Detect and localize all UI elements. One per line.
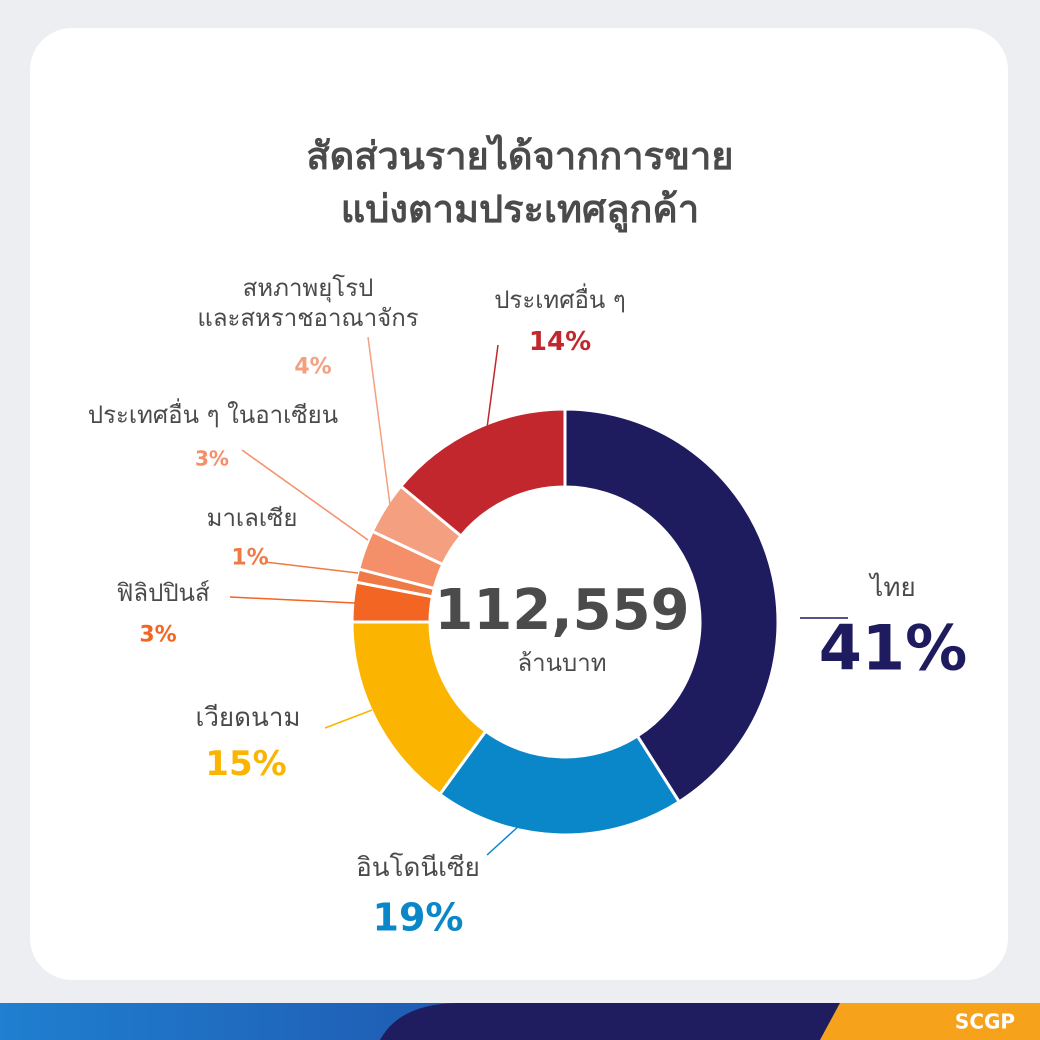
center-unit: ล้านบาท xyxy=(517,649,606,677)
leader-line xyxy=(486,824,521,856)
leader-line xyxy=(229,596,356,604)
slice-name: มาเลเซีย xyxy=(206,504,298,532)
slice-value-label: 41% xyxy=(818,611,968,685)
card xyxy=(30,28,1008,980)
slice-name: ฟิลิปปินส์ xyxy=(116,579,210,607)
leader-line xyxy=(241,449,369,541)
leader-line xyxy=(486,344,499,429)
leader-line xyxy=(264,561,359,574)
slice-name: อินโดนีเซีย xyxy=(356,852,480,883)
footer-shape xyxy=(380,1003,840,1040)
leader-line xyxy=(324,709,373,729)
leader-line xyxy=(367,336,391,506)
slice-name: เวียดนาม xyxy=(195,702,301,733)
slice-value-label: 15% xyxy=(205,743,287,784)
brand-logo: SCGP xyxy=(955,1010,1015,1034)
slice-name: ประเทศอื่น ๆ ในอาเซียน xyxy=(87,401,339,429)
slice-value-label: 3% xyxy=(139,622,177,648)
slice-value-label: 3% xyxy=(195,446,229,471)
slice-value-label: 14% xyxy=(528,326,592,357)
donut-slice xyxy=(563,407,780,804)
slice-value-label: 19% xyxy=(372,895,464,940)
slice-value-label: 4% xyxy=(294,354,332,380)
center-value: 112,559 xyxy=(434,578,689,643)
footer-accent xyxy=(820,1003,1040,1040)
chart-title: สัดส่วนรายได้จากการขาย แบ่งตามประเทศลูกค… xyxy=(306,133,734,231)
slice-name: ประเทศอื่น ๆ xyxy=(494,286,626,314)
donut-slice xyxy=(398,407,567,539)
slice-value-label: 1% xyxy=(231,545,269,571)
slice-name: สหภาพยุโรป และสหราชอาณาจักร xyxy=(197,274,419,332)
slice-name: ไทย xyxy=(870,572,916,603)
